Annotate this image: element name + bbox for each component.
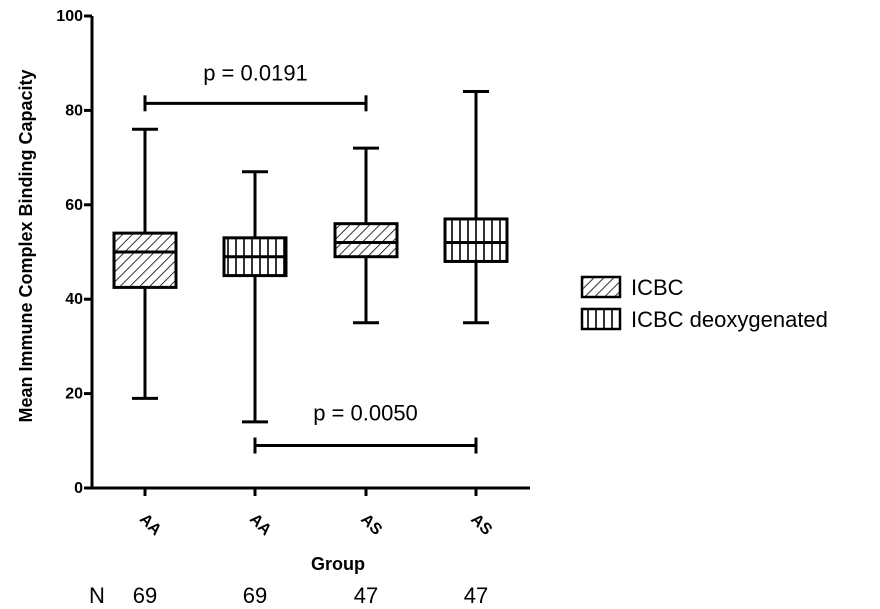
y-tick-label: 0	[74, 480, 83, 497]
legend-item: ICBC	[580, 275, 684, 300]
legend: ICBC ICBC deoxygenated	[580, 275, 828, 332]
x-axis: AA AA AS AS	[92, 486, 530, 540]
x-axis-title: Group	[311, 554, 365, 574]
y-tick-label: 20	[65, 386, 83, 403]
y-tick-label: 80	[65, 102, 83, 119]
x-tick-label: AS	[357, 511, 385, 539]
n-value: 47	[354, 583, 378, 608]
n-value: 69	[133, 583, 157, 608]
x-tick-label: AA	[246, 511, 275, 540]
legend-label: ICBC deoxygenated	[631, 307, 828, 332]
x-tick-label: AA	[136, 511, 165, 540]
y-axis-title: Mean Immune Complex Binding Capacity	[16, 69, 36, 422]
n-value: 47	[464, 583, 488, 608]
iqr-box	[112, 231, 178, 289]
p-value-label: p = 0.0191	[203, 60, 308, 85]
y-tick-label: 100	[56, 8, 83, 25]
boxes	[112, 90, 509, 424]
significance-bracket: p = 0.0191	[143, 60, 368, 112]
iqr-box	[443, 217, 509, 263]
y-axis: 0 20 40 60 80 100	[56, 8, 94, 497]
significance-bracket: p = 0.0050	[253, 401, 478, 454]
box-3	[443, 90, 509, 325]
box-0	[112, 127, 178, 400]
legend-swatch	[580, 275, 622, 299]
legend-item: ICBC deoxygenated	[580, 307, 828, 332]
x-tick-label: AS	[467, 511, 495, 539]
p-value-label: p = 0.0050	[313, 401, 418, 426]
n-row: N 69 69 47 47	[89, 583, 488, 608]
box-2	[333, 146, 399, 325]
n-value: 69	[243, 583, 267, 608]
legend-swatch	[580, 307, 622, 331]
y-tick-label: 40	[65, 291, 83, 308]
annotations: p = 0.0191 p = 0.0050	[143, 60, 478, 454]
box-1	[222, 170, 288, 424]
legend-label: ICBC	[631, 275, 684, 300]
y-tick-label: 60	[65, 197, 83, 214]
iqr-box	[333, 222, 399, 259]
n-label: N	[89, 583, 105, 608]
